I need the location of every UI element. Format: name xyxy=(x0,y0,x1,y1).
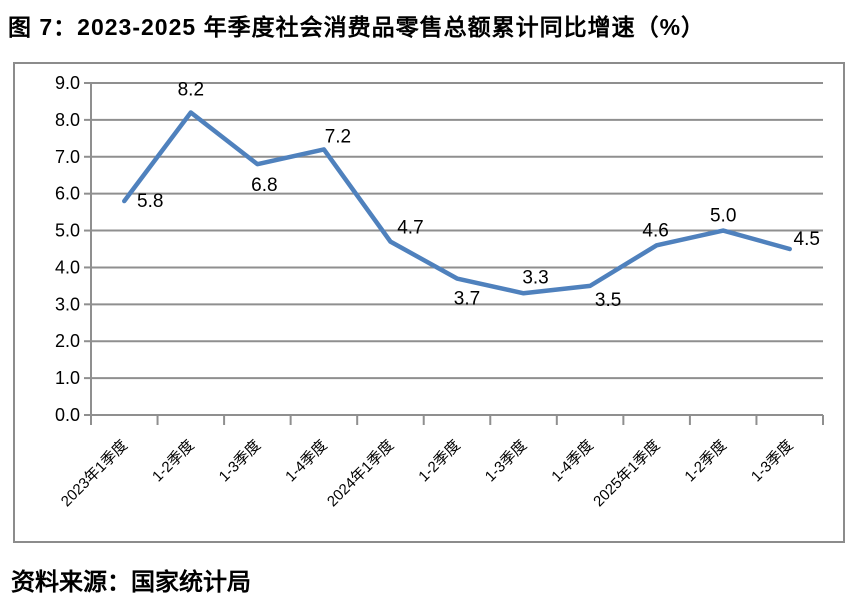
data-label: 7.2 xyxy=(325,126,351,147)
y-axis-label: 1.0 xyxy=(55,368,80,388)
y-axis-label: 5.0 xyxy=(55,221,80,241)
data-label: 8.2 xyxy=(178,80,204,101)
x-axis-label: 2023年1季度 xyxy=(58,437,131,510)
x-axis-label: 1-3季度 xyxy=(216,437,265,486)
series-line xyxy=(122,110,792,296)
data-label: 3.7 xyxy=(454,289,480,310)
x-axis-label: 1-4季度 xyxy=(548,437,597,486)
y-axis-label: 6.0 xyxy=(55,184,80,204)
y-axis-label: 4.0 xyxy=(55,257,80,277)
source-note: 资料来源：国家统计局 xyxy=(11,569,251,596)
y-axis-label: 7.0 xyxy=(55,147,80,167)
data-label: 3.3 xyxy=(522,267,548,288)
y-axis-label: 0.0 xyxy=(55,405,80,425)
data-label: 5.0 xyxy=(710,206,736,227)
y-axis-label: 3.0 xyxy=(55,294,80,314)
figure-title: 图 7：2023-2025 年季度社会消费品零售总额累计同比增速（%） xyxy=(8,14,706,40)
x-axis-label: 1-2季度 xyxy=(149,437,198,486)
data-label: 3.5 xyxy=(595,290,621,311)
x-axis-label: 1-4季度 xyxy=(282,437,331,486)
line-chart: 0.0 1.0 2.0 3.0 4.0 5.0 6.0 7.0 8.0 9.0 2023年1季度 1-… xyxy=(55,73,824,510)
data-label: 5.8 xyxy=(137,191,163,212)
chart-frame: 0.0 1.0 2.0 3.0 4.0 5.0 6.0 7.0 8.0 9.0 2023年1季度 1-… xyxy=(13,62,845,543)
data-label: 4.6 xyxy=(642,220,668,241)
x-axis-label: 1-2季度 xyxy=(681,437,730,486)
x-axis-label: 2024年1季度 xyxy=(324,437,397,510)
x-axis-label: 1-3季度 xyxy=(748,437,797,486)
data-label: 4.7 xyxy=(397,218,423,239)
x-axis-label: 1-2季度 xyxy=(415,437,464,486)
y-axis-label: 9.0 xyxy=(55,73,80,93)
x-axis-label: 2025年1季度 xyxy=(590,437,663,510)
y-axis-label: 8.0 xyxy=(55,110,80,130)
data-label: 4.5 xyxy=(794,229,820,250)
y-axis-label: 2.0 xyxy=(55,331,80,351)
data-label: 6.8 xyxy=(251,175,277,196)
x-axis-label: 1-3季度 xyxy=(482,437,531,486)
